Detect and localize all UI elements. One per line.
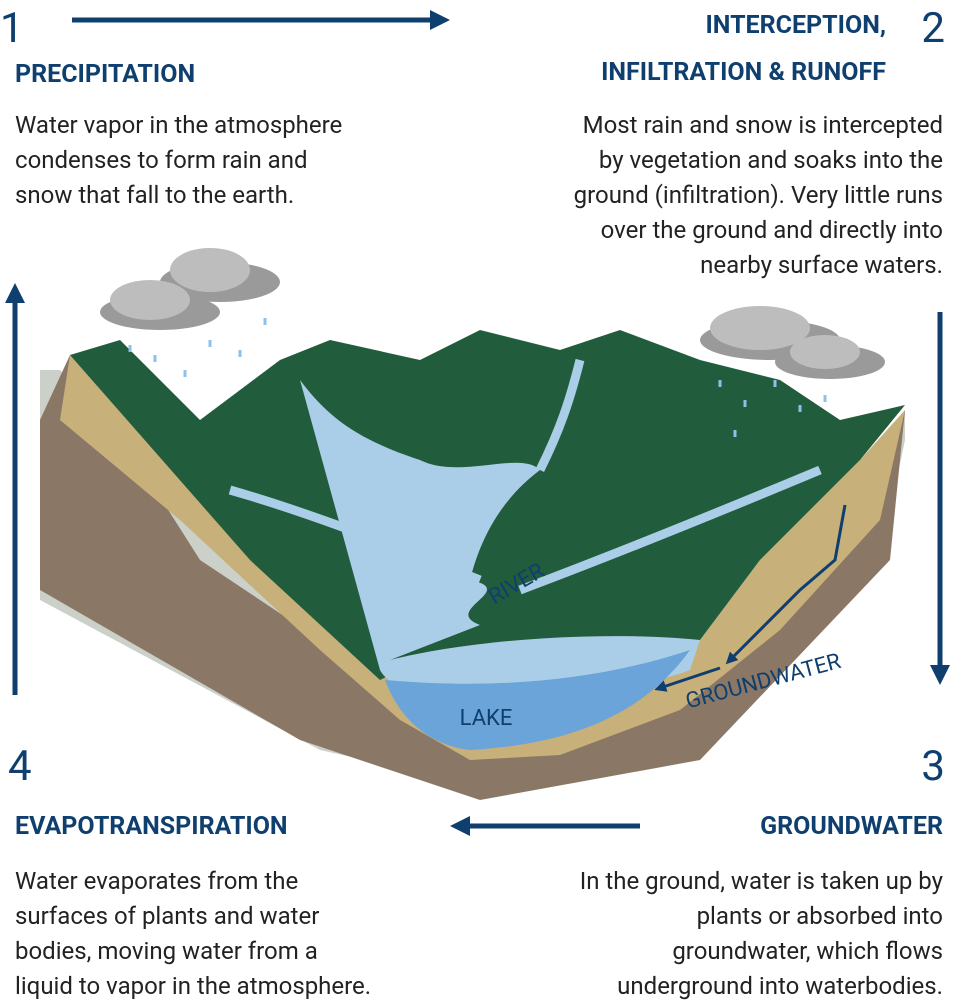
lake-label: LAKE [460, 706, 513, 731]
step-text: ground (infiltration). Very little runs [574, 181, 943, 209]
step-title: INTERCEPTION, [705, 11, 886, 40]
step-text: Most rain and snow is intercepted [583, 111, 943, 139]
step-text: Water vapor in the atmosphere [15, 111, 342, 139]
step-number: 1 [0, 4, 24, 53]
step-title: EVAPOTRANSPIRATION [15, 812, 288, 841]
step-text: plants or absorbed into [697, 902, 943, 930]
step-text: condenses to form rain and [15, 146, 308, 174]
step-text: In the ground, water is taken up by [580, 867, 944, 895]
step-text: Water evaporates from the [15, 867, 298, 895]
step-text: over the ground and directly into [601, 216, 943, 244]
step-text: groundwater, which flows [672, 937, 943, 965]
step-title: INFILTRATION & RUNOFF [601, 58, 886, 87]
step-text: snow that fall to the earth. [15, 181, 294, 209]
step-text: by vegetation and soaks into the [599, 146, 943, 174]
water-cycle-diagram: 1 PRECIPITATION Water vapor in the atmosph… [0, 0, 959, 1008]
step-text: underground into waterbodies. [617, 972, 943, 1000]
step-text: nearby surface waters. [700, 251, 943, 279]
step-text: bodies, moving water from a [15, 937, 318, 965]
step-number: 2 [921, 4, 945, 53]
step-text: surfaces of plants and water [15, 902, 319, 930]
step-number: 4 [8, 742, 32, 791]
step-title: PRECIPITATION [15, 60, 195, 89]
step-title: GROUNDWATER [760, 812, 943, 841]
step-number: 3 [921, 742, 945, 791]
step-text: liquid to vapor in the atmosphere. [15, 972, 371, 1000]
